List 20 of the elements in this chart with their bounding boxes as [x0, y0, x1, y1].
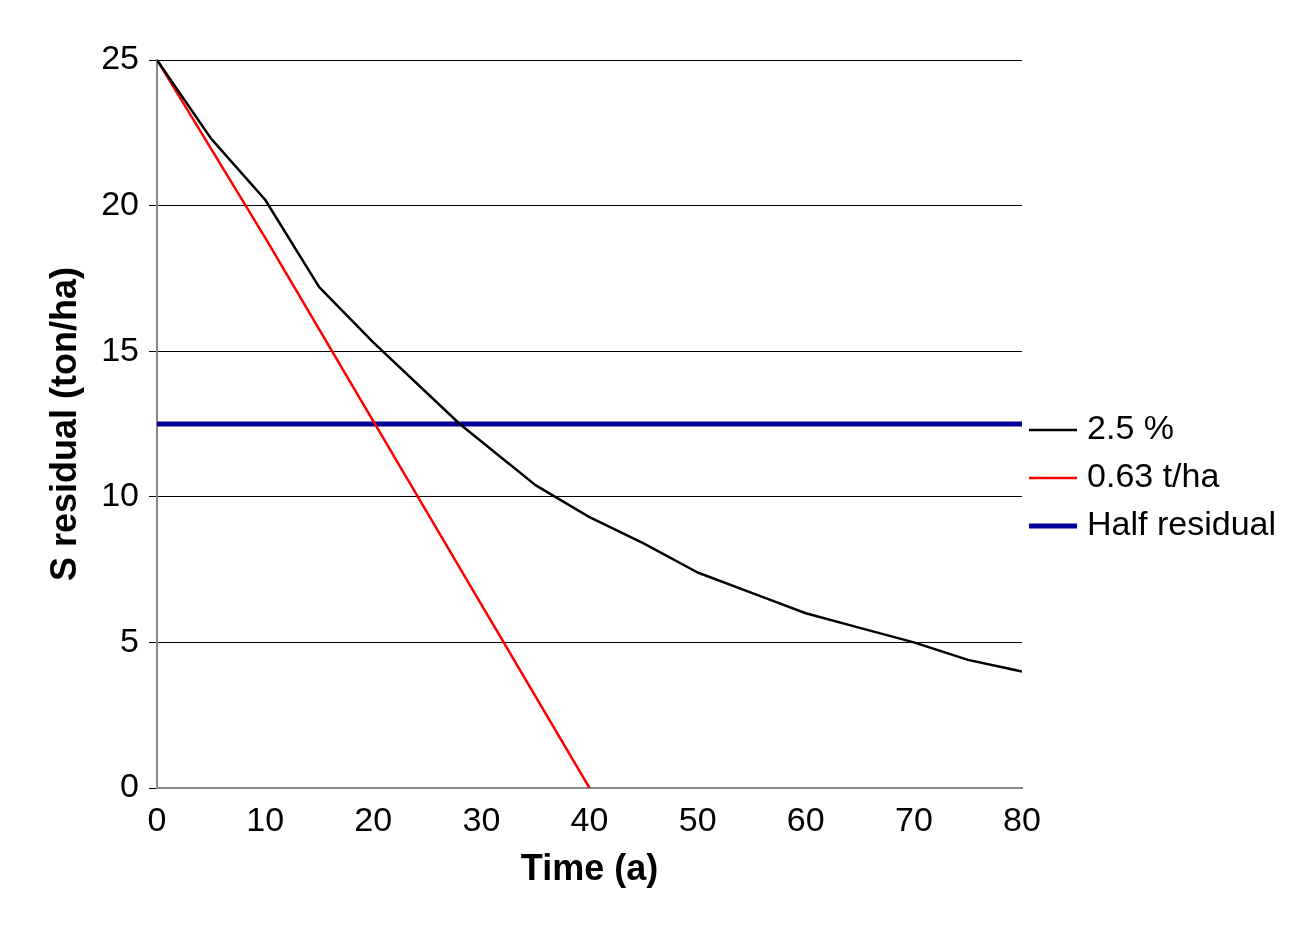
- y-tick-label: 15: [101, 329, 140, 368]
- x-tick-label: 60: [786, 799, 825, 838]
- y-tick-label: 10: [101, 475, 140, 514]
- y-tick-label: 0: [120, 766, 140, 805]
- x-tick-label: 10: [246, 799, 285, 838]
- x-tick-label: 30: [462, 799, 501, 838]
- x-tick-label: 40: [570, 799, 609, 838]
- x-axis-title: Time (a): [520, 847, 659, 889]
- legend-label: Half residual: [1087, 504, 1277, 543]
- x-tick-label: 80: [1003, 799, 1041, 838]
- x-tick-label: 70: [894, 799, 933, 838]
- x-tick-label: 0: [147, 799, 167, 838]
- y-tick-label: 20: [101, 183, 140, 222]
- y-tick-label: 5: [120, 620, 140, 659]
- legend-label: 2.5 %: [1087, 408, 1174, 447]
- x-tick-label: 50: [678, 799, 717, 838]
- y-axis-title: S residual (ton/ha): [42, 266, 84, 582]
- y-tick-label: 25: [101, 38, 140, 77]
- x-tick-label: 20: [354, 799, 393, 838]
- legend-label: 0.63 t/ha: [1087, 456, 1220, 495]
